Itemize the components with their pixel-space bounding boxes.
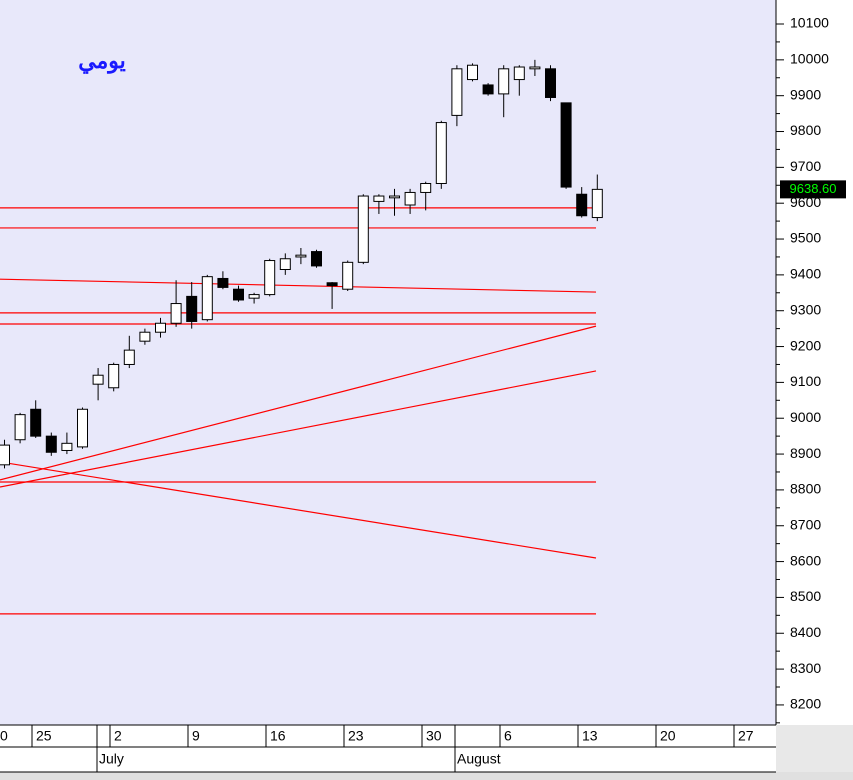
month-label: August: [457, 751, 501, 767]
candle-body: [139, 331, 151, 342]
y-tick-label: 10100: [790, 15, 829, 31]
candle-body: [233, 288, 244, 301]
candle-body: [560, 102, 572, 188]
candle-body: [357, 195, 369, 263]
x-tick-label: 13: [582, 728, 598, 744]
y-tick-label: 9900: [790, 86, 821, 102]
y-axis-area: [776, 0, 853, 772]
candle-body: [186, 295, 198, 322]
x-tick-label: 2: [114, 728, 122, 744]
x-tick-label: 27: [738, 728, 754, 744]
candle-body: [420, 182, 432, 193]
candle-body: [545, 68, 556, 98]
trend-line: [0, 461, 597, 559]
y-tick-label: 9300: [790, 301, 821, 317]
y-tick-label: 9500: [790, 230, 821, 246]
candle-body: [92, 374, 104, 385]
x-tick-label: 6: [504, 728, 512, 744]
y-tick-label: 9100: [790, 373, 821, 389]
candle-body: [389, 195, 400, 199]
y-tick-label: 8400: [790, 624, 821, 640]
x-tick-label: 25: [36, 728, 52, 744]
candle-body: [498, 68, 510, 95]
candle-body: [326, 282, 338, 287]
trend-line: [0, 325, 597, 481]
candle-body: [201, 276, 213, 321]
chart-title: يومي: [78, 48, 126, 74]
y-tick-label: 9700: [790, 158, 821, 174]
candle-body: [513, 66, 525, 81]
candle-body: [217, 277, 229, 288]
candle-body: [264, 260, 276, 296]
candle-body: [170, 303, 182, 324]
y-tick-label: 9200: [790, 337, 821, 353]
x-tick-label: 23: [348, 728, 364, 744]
candle-body: [295, 254, 307, 258]
candle-body: [311, 251, 322, 267]
last-price-box: [780, 180, 846, 199]
month-label: July: [99, 751, 124, 767]
y-tick-label: 10000: [790, 51, 829, 67]
y-tick-label: 8300: [790, 660, 821, 676]
x-tick-label: 9: [192, 728, 200, 744]
candle-body: [529, 66, 541, 70]
candle-body: [108, 363, 120, 389]
plot-area: [0, 0, 776, 725]
candle-body: [404, 191, 416, 206]
y-tick-label: 9800: [790, 122, 821, 138]
y-tick-label: 8800: [790, 481, 821, 497]
candle-body: [30, 408, 42, 437]
y-tick-label: 9000: [790, 409, 821, 425]
y-tick-label: 8500: [790, 588, 821, 604]
candle-body: [482, 84, 494, 95]
candle-body: [373, 195, 385, 202]
candle-body: [77, 408, 88, 448]
candle-body: [342, 261, 354, 290]
x-axis-area: [0, 725, 776, 772]
candle-body: [576, 193, 588, 217]
y-tick-label: 9400: [790, 266, 821, 282]
candle-body: [61, 442, 73, 451]
x-tick-label: 30: [426, 728, 442, 744]
candle-body: [155, 322, 166, 333]
candle-body: [435, 122, 447, 184]
candle-body: [591, 188, 603, 219]
y-tick-label: 8200: [790, 696, 821, 712]
candle-body: [467, 64, 478, 81]
candle-body: [0, 444, 10, 466]
toolbar: [0, 772, 853, 780]
candle-body: [45, 435, 57, 453]
last-price-label: 9638.60: [790, 181, 837, 196]
trend-line: [0, 278, 597, 293]
candle-body: [14, 414, 26, 441]
x-tick-label: 0: [0, 728, 8, 744]
corner: [776, 725, 853, 772]
y-tick-label: 8700: [790, 516, 821, 532]
y-tick-label: 8900: [790, 445, 821, 461]
candle-body: [248, 294, 260, 299]
x-tick-label: 20: [660, 728, 676, 744]
candle-body: [451, 68, 463, 116]
trend-line: [0, 370, 597, 488]
candle-body: [123, 349, 135, 365]
candle-body: [279, 258, 291, 271]
x-tick-label: 16: [270, 728, 286, 744]
y-tick-label: 8600: [790, 552, 821, 568]
